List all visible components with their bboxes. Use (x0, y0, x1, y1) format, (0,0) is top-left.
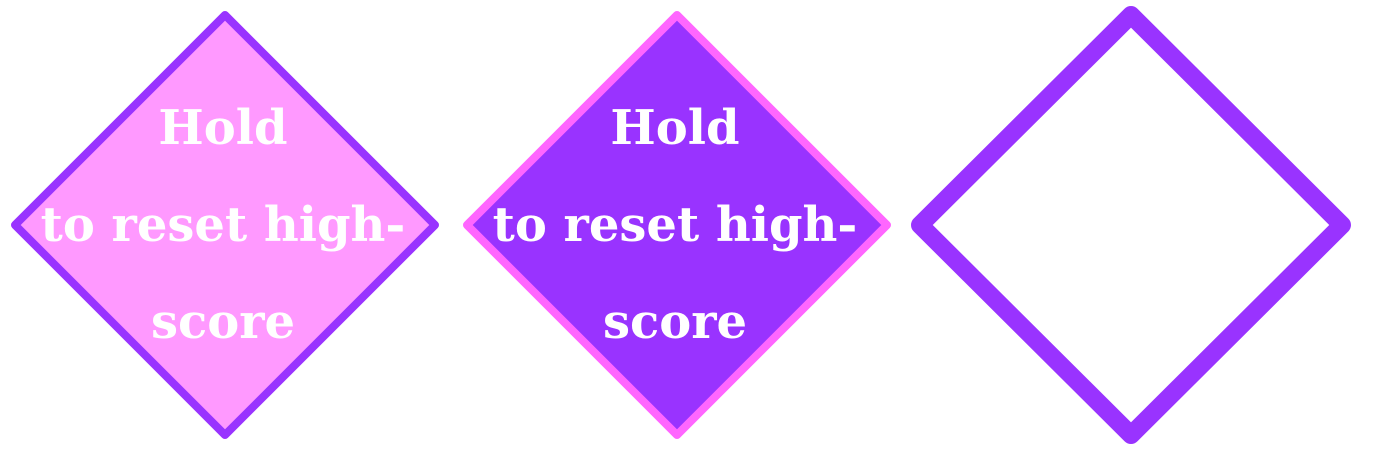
reset-highscore-button-outline[interactable] (911, 6, 1351, 444)
reset-highscore-label-normal: Hold to reset high- score (23, 80, 423, 371)
label-line-reset: to reset high- (492, 197, 858, 253)
reset-highscore-button-normal[interactable] (11, 11, 439, 439)
label-line-score: score (602, 294, 748, 350)
reset-highscore-label-pressed: Hold to reset high- score (475, 80, 875, 371)
reset-highscore-button-pressed[interactable] (463, 11, 891, 439)
label-line-reset: to reset high- (40, 197, 406, 253)
label-line-score: score (150, 294, 296, 350)
label-line-hold: Hold (158, 100, 288, 156)
label-line-hold: Hold (610, 100, 740, 156)
